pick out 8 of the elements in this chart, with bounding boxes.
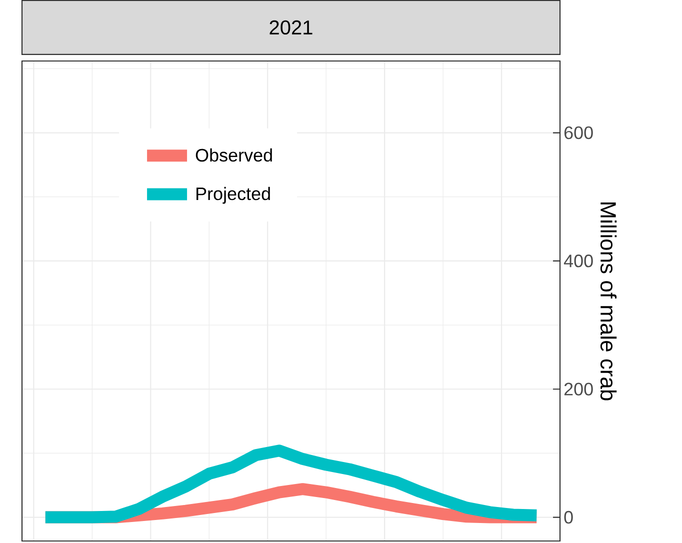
- legend-label: Observed: [196, 148, 272, 162]
- y-tick-label: 400: [564, 254, 593, 268]
- y-axis-title: Millions of male crab: [600, 202, 617, 400]
- y-tick-label: 0: [564, 510, 573, 524]
- y-tick-label: 200: [564, 382, 593, 396]
- y-tick-label: 600: [564, 126, 593, 140]
- chart-title: 2021: [270, 20, 312, 35]
- legend-label: Projected: [196, 186, 270, 204]
